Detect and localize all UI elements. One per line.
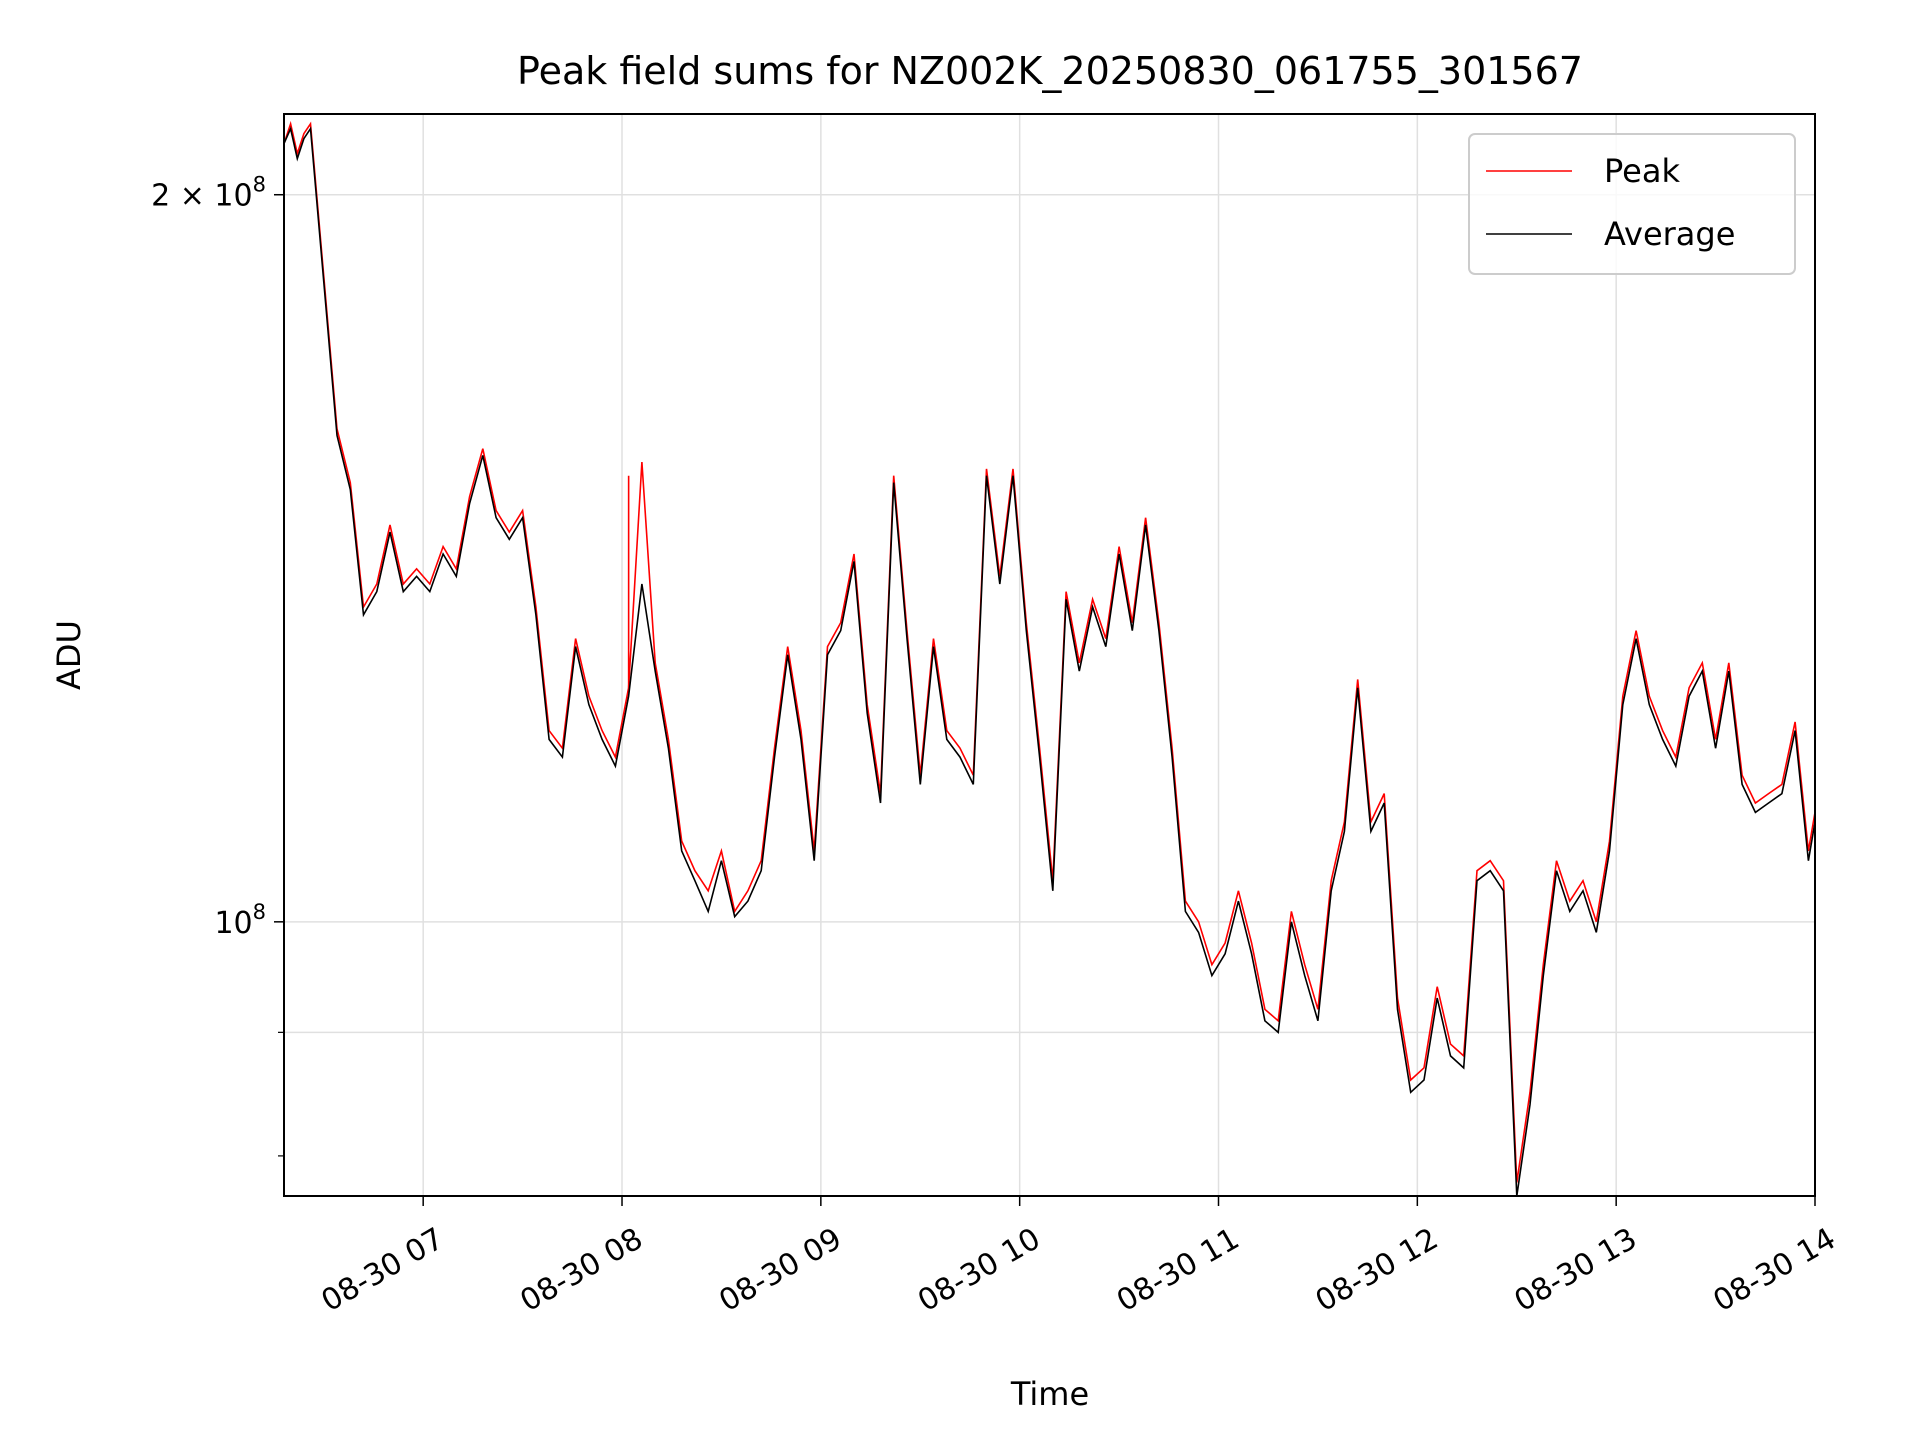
legend: Peak Average xyxy=(1468,133,1796,275)
y-axis-label: ADU xyxy=(50,620,88,690)
legend-average-label: Average xyxy=(1604,215,1735,253)
legend-box xyxy=(1468,133,1796,275)
series-line-average xyxy=(284,126,1815,1196)
y-tick-label: 2 × 108 xyxy=(151,173,266,214)
x-axis-label: Time xyxy=(1010,1375,1089,1413)
legend-peak-label: Peak xyxy=(1604,152,1680,190)
series-line-peak xyxy=(284,120,1815,1183)
plot-frame xyxy=(283,113,1816,1197)
series-lines xyxy=(284,120,1815,1196)
chart-title: Peak field sums for NZ002K_20250830_0617… xyxy=(517,49,1583,93)
